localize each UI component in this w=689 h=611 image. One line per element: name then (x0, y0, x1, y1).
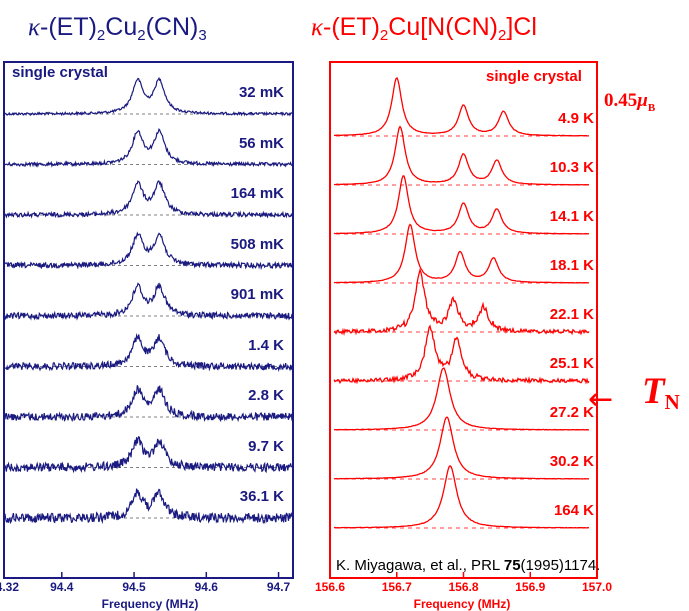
right-series-label: 22.1 K (549, 306, 594, 323)
right-series-label: 18.1 K (549, 257, 594, 274)
right-series-trace-5 (333, 324, 590, 385)
right-series-trace-2 (333, 175, 590, 235)
x-tick-label: 156.7 (381, 580, 412, 594)
left-series-trace-5 (4, 332, 293, 373)
left-series-trace-1 (4, 127, 293, 168)
x-tick-label: 94.7 (266, 580, 291, 594)
left-series-trace-3 (4, 231, 293, 271)
right-series-trace-6 (333, 367, 590, 431)
x-tick-label: 156.8 (448, 580, 479, 594)
tn-label: TN (642, 371, 680, 414)
right-series-label: 14.1 K (549, 208, 594, 225)
left-series-trace-4 (4, 282, 293, 321)
left-series-trace-7 (4, 435, 293, 474)
right-series-label: 4.9 K (558, 110, 594, 127)
left-series-trace-0 (4, 76, 293, 117)
left-series-label: 32 mK (238, 84, 284, 101)
reference-citation: K. Miyagawa, et al., PRL 75(1995)1174. (336, 557, 601, 574)
left-series-trace-6 (4, 385, 293, 423)
x-tick-label: 156.6 (314, 580, 346, 594)
x-tick-label: 157.0 (581, 580, 613, 594)
left-series-label: 1.4 K (248, 336, 284, 354)
moment-annotation: 0.45μB (604, 90, 656, 114)
x-tick-label: 94.6 (194, 580, 218, 594)
left-series-label: 508 mK (230, 235, 284, 253)
right-series-trace-0 (333, 76, 589, 137)
left-series-label: 164 mK (230, 185, 284, 202)
right-series-label: 164 K (553, 502, 594, 519)
left-series-label: 56 mK (238, 134, 284, 152)
right-series-trace-7 (333, 416, 589, 480)
left-series-trace-8 (4, 488, 293, 525)
right-series-label: 10.3 K (549, 159, 594, 176)
right-series-label: 27.2 K (549, 404, 594, 421)
right-series-label: 25.1 K (549, 355, 594, 372)
left-x-axis-label: Frequency (MHz) (101, 597, 199, 611)
right-series-trace-3 (333, 223, 590, 284)
x-tick-label: 94.4 (50, 580, 74, 594)
x-tick-label: 94.32 (0, 580, 20, 594)
left-series-trace-2 (4, 180, 293, 219)
right-series-trace-8 (333, 465, 590, 529)
left-subtitle: single crystal (12, 64, 108, 81)
right-subtitle: single crystal (486, 68, 582, 85)
left-panel-title: κ-(ET)2Cu2(CN)3 (28, 13, 207, 44)
right-panel-title: κ-(ET)2Cu[N(CN)2]Cl (311, 13, 537, 44)
right-x-axis-label: Frequency (MHz) (413, 597, 511, 611)
right-series-trace-4 (333, 268, 590, 336)
x-tick-label: 94.5 (122, 580, 146, 594)
left-series-label: 9.7 K (248, 437, 284, 455)
left-series-label: 36.1 K (239, 488, 284, 505)
left-series-label: 2.8 K (248, 387, 284, 404)
left-plot-frame (3, 61, 294, 579)
x-tick-label: 156.9 (515, 580, 546, 594)
right-series-trace-1 (333, 125, 590, 186)
left-series-label: 901 mK (230, 286, 284, 303)
tn-arrow: ← (588, 382, 614, 417)
right-series-label: 30.2 K (549, 453, 594, 470)
